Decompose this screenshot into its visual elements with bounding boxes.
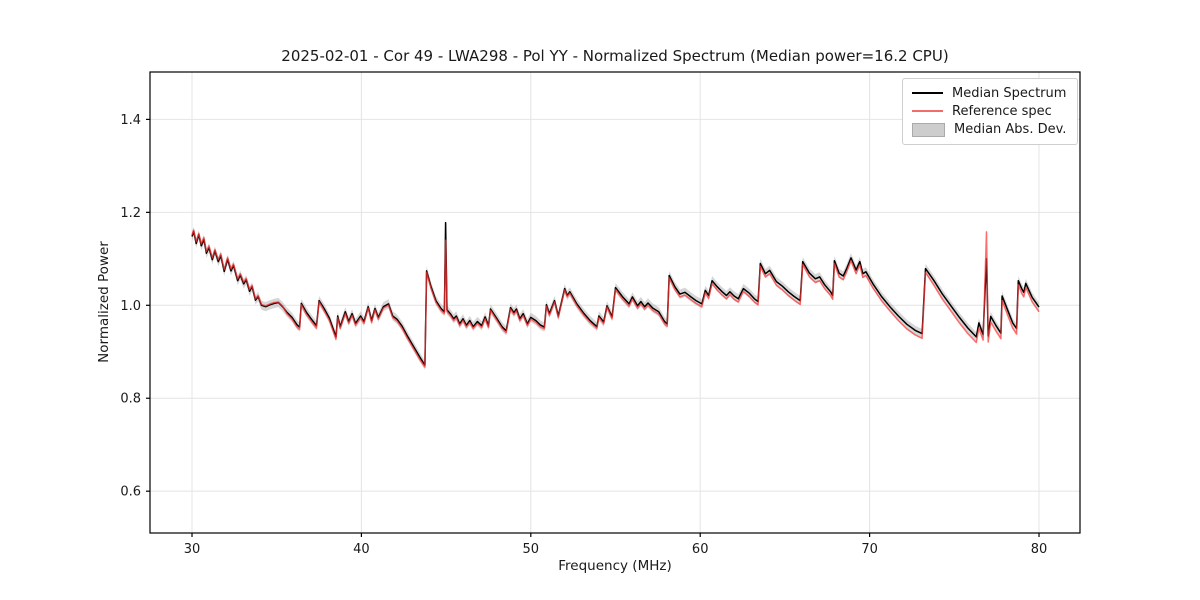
legend: Median Spectrum Reference spec Median Ab… xyxy=(902,78,1078,145)
svg-text:50: 50 xyxy=(523,542,540,557)
chart-title: 2025-02-01 - Cor 49 - LWA298 - Pol YY - … xyxy=(281,47,949,65)
legend-label-median-spectrum: Median Spectrum xyxy=(952,85,1067,101)
svg-text:0.8: 0.8 xyxy=(120,392,141,407)
svg-text:0.6: 0.6 xyxy=(120,485,141,500)
reference-spec-line-swatch xyxy=(912,110,943,112)
legend-label-median-abs-dev: Median Abs. Dev. xyxy=(954,122,1067,137)
svg-text:60: 60 xyxy=(692,542,709,557)
legend-row-reference-spec: Reference spec xyxy=(912,105,1068,118)
legend-label-reference-spec: Reference spec xyxy=(952,103,1052,119)
median-spectrum-line-swatch xyxy=(912,92,943,94)
svg-text:1.4: 1.4 xyxy=(120,113,141,128)
median-abs-dev-patch-swatch xyxy=(912,122,945,137)
x-axis-label: Frequency (MHz) xyxy=(558,558,672,574)
svg-text:1.0: 1.0 xyxy=(120,299,141,314)
svg-text:80: 80 xyxy=(1031,542,1048,557)
legend-row-median-abs-dev: Median Abs. Dev. xyxy=(912,122,1068,137)
svg-text:40: 40 xyxy=(353,542,370,557)
svg-text:70: 70 xyxy=(861,542,878,557)
svg-text:1.2: 1.2 xyxy=(120,206,141,221)
legend-row-median-spectrum: Median Spectrum xyxy=(912,87,1068,100)
y-axis-label: Normalized Power xyxy=(96,241,112,363)
svg-text:30: 30 xyxy=(184,542,201,557)
